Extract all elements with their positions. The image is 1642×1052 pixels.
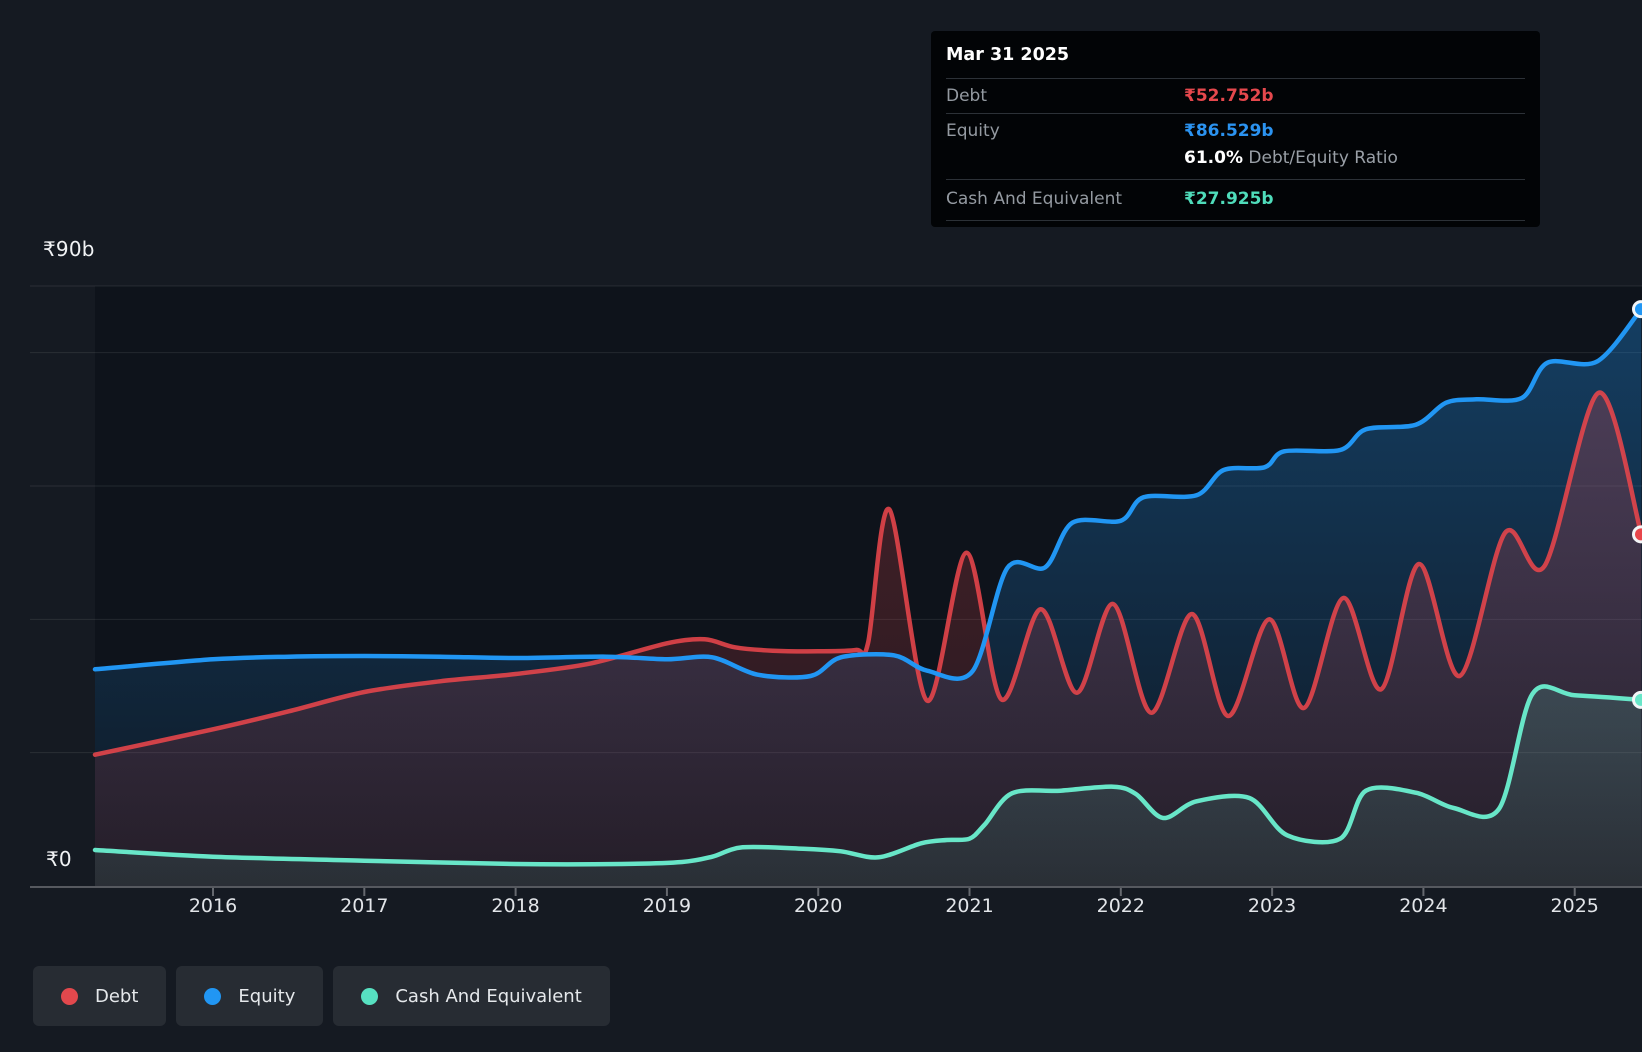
tooltip-ratio-row: 61.0% Debt/Equity Ratio bbox=[1184, 143, 1525, 179]
tooltip-debt-value: ₹52.752b bbox=[1184, 86, 1274, 106]
legend-chip-cash-and-equivalent[interactable]: Cash And Equivalent bbox=[333, 966, 610, 1026]
x-axis-label-2018: 2018 bbox=[491, 895, 540, 917]
legend-label: Equity bbox=[238, 985, 296, 1007]
tooltip-equity-value: ₹86.529b bbox=[1184, 121, 1274, 141]
legend-chip-debt[interactable]: Debt bbox=[33, 966, 167, 1026]
debt-equity-ratio-value: 61.0% bbox=[1184, 148, 1243, 168]
debt-equity-ratio-label: Debt/Equity Ratio bbox=[1248, 148, 1398, 168]
x-axis-label-2019: 2019 bbox=[642, 895, 692, 917]
tooltip-row-equity: Equity ₹86.529b bbox=[946, 114, 1525, 143]
tooltip-date: Mar 31 2025 bbox=[946, 43, 1525, 79]
y-axis-max-label: ₹90b bbox=[43, 237, 95, 261]
equity-legend-dot-icon bbox=[204, 987, 222, 1005]
cash-and-equivalent-area bbox=[95, 686, 1642, 886]
tooltip-row-cash: Cash And Equivalent ₹27.925b bbox=[946, 180, 1525, 221]
chart-tooltip: Mar 31 2025 Debt ₹52.752b Equity ₹86.529… bbox=[931, 31, 1540, 227]
debt-area bbox=[95, 392, 1642, 886]
x-axis-label-2016: 2016 bbox=[188, 895, 238, 917]
chart-legend: Debt Equity Cash And Equivalent bbox=[33, 966, 610, 1026]
y-axis-zero-label: ₹0 bbox=[46, 847, 72, 871]
tooltip-row-debt: Debt ₹52.752b bbox=[946, 79, 1525, 114]
x-axis-label-2024: 2024 bbox=[1399, 895, 1448, 917]
tooltip-cash-value: ₹27.925b bbox=[1184, 189, 1274, 209]
legend-label: Debt bbox=[95, 985, 139, 1007]
tooltip-debt-label: Debt bbox=[946, 86, 988, 106]
cash-and-equivalent-end-dot bbox=[1632, 690, 1642, 709]
equity-end-dot bbox=[1632, 300, 1642, 319]
debt-end-dot bbox=[1632, 525, 1642, 544]
tooltip-equity-ratio-block: Equity ₹86.529b 61.0% Debt/Equity Ratio bbox=[946, 114, 1525, 180]
x-axis-label-2017: 2017 bbox=[340, 895, 389, 917]
equity-line bbox=[92, 306, 1642, 681]
legend-label: Cash And Equivalent bbox=[395, 985, 582, 1007]
cash-and-equivalent-legend-dot-icon bbox=[361, 987, 379, 1005]
x-axis-label-2021: 2021 bbox=[945, 895, 994, 917]
cash-and-equivalent-line bbox=[92, 684, 1642, 867]
x-axis-label-2020: 2020 bbox=[794, 895, 843, 917]
x-axis-label-2022: 2022 bbox=[1096, 895, 1145, 917]
x-axis-label-2025: 2025 bbox=[1550, 895, 1599, 917]
debt-legend-dot-icon bbox=[61, 987, 78, 1005]
tooltip-equity-label: Equity bbox=[946, 121, 1000, 141]
legend-chip-equity[interactable]: Equity bbox=[176, 966, 324, 1026]
tooltip-cash-label: Cash And Equivalent bbox=[946, 189, 1123, 209]
x-axis-label-2023: 2023 bbox=[1247, 895, 1297, 917]
